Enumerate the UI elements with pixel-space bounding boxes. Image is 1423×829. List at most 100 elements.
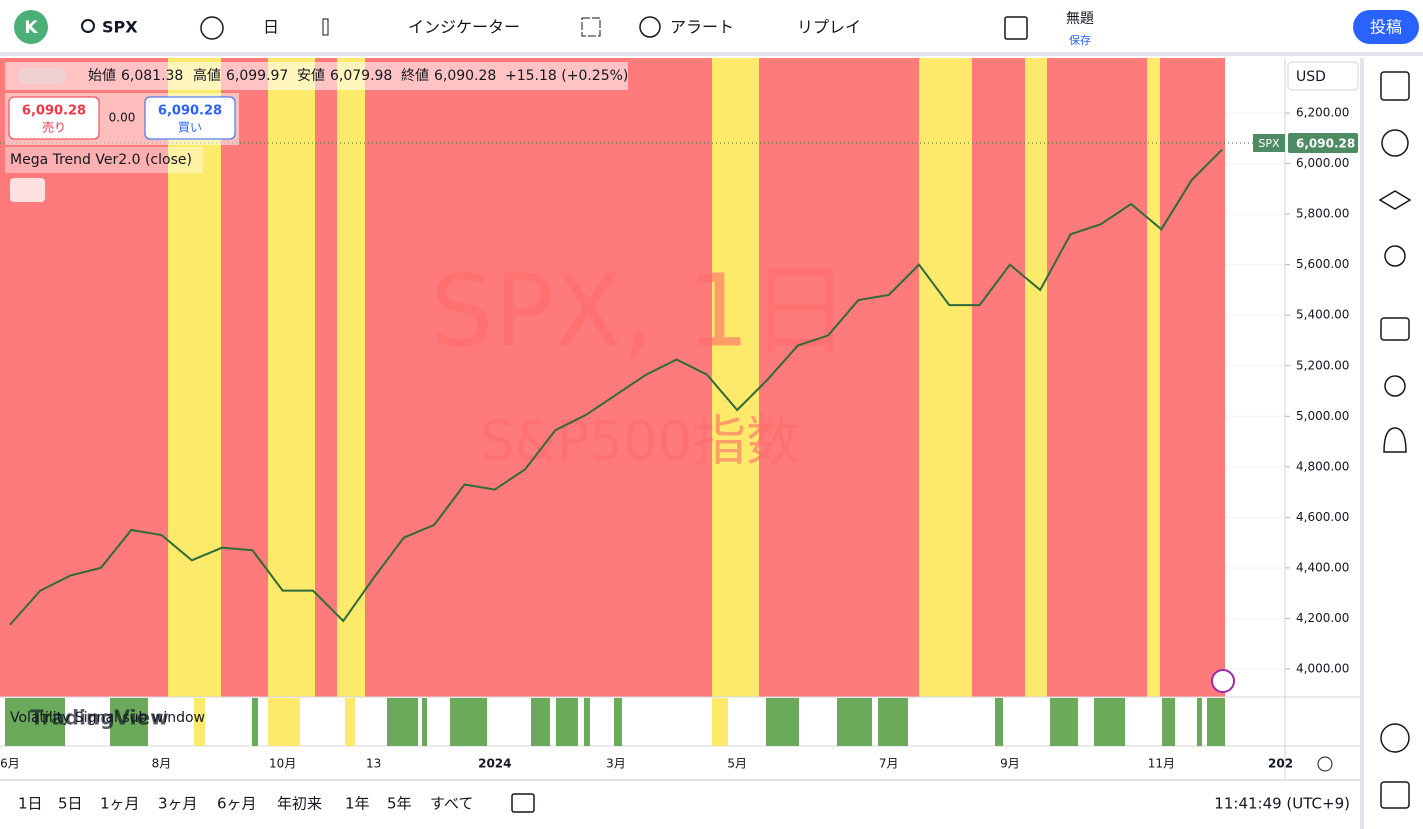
range-btn[interactable]: 1ヶ月 bbox=[100, 795, 140, 813]
range-btn[interactable]: 1年 bbox=[345, 795, 370, 813]
range-btn[interactable]: 年初来 bbox=[277, 795, 322, 813]
legend-label: 始値 bbox=[88, 68, 116, 84]
calendar-icon[interactable] bbox=[1380, 781, 1410, 809]
last-price-tag bbox=[1253, 134, 1285, 152]
x-tick-label: 7月 bbox=[879, 757, 899, 771]
sub-green bbox=[110, 698, 148, 746]
sub-green bbox=[1050, 698, 1078, 746]
avatar-letter: K bbox=[24, 18, 38, 38]
alert-icon[interactable] bbox=[639, 16, 661, 38]
y-tick-label: 4,800.00 bbox=[1296, 459, 1349, 473]
y-tick-label: 6,000.00 bbox=[1296, 156, 1349, 170]
buy-price: 6,090.28 bbox=[158, 104, 222, 119]
range-btn[interactable]: 6ヶ月 bbox=[217, 795, 257, 813]
sub-yellow bbox=[268, 698, 300, 746]
sub-green bbox=[531, 698, 550, 746]
templates[interactable] bbox=[581, 17, 601, 37]
range-btn[interactable]: 3ヶ月 bbox=[158, 795, 198, 813]
x-tick-label: 13 bbox=[366, 757, 381, 771]
chat-icon[interactable] bbox=[1380, 317, 1410, 341]
range-btn[interactable]: 5年 bbox=[387, 795, 412, 813]
zone-yellow bbox=[268, 58, 315, 697]
last-price-symbol: SPX bbox=[1258, 137, 1280, 150]
x-tick-label: 10月 bbox=[269, 757, 296, 771]
watermark: SPX, 1日 bbox=[430, 252, 849, 369]
layers-icon[interactable] bbox=[1378, 190, 1412, 210]
symbol[interactable]: SPX bbox=[102, 18, 138, 37]
sub-green bbox=[766, 698, 799, 746]
interval[interactable]: 日 bbox=[263, 18, 279, 37]
range-btn[interactable]: 1日 bbox=[18, 795, 43, 813]
x-tick-label: 11月 bbox=[1148, 757, 1175, 771]
indicator-name: Mega Trend Ver2.0 (close) bbox=[10, 152, 192, 168]
sub-green bbox=[584, 698, 590, 746]
indicators[interactable]: インジケーター bbox=[408, 18, 520, 37]
zone-yellow bbox=[712, 58, 759, 697]
ideas-icon[interactable] bbox=[1384, 245, 1406, 267]
legend-toggle[interactable] bbox=[18, 68, 66, 84]
x-tick-label: 9月 bbox=[1000, 757, 1020, 771]
y-tick-label: 6,200.00 bbox=[1296, 106, 1349, 120]
add-symbol[interactable] bbox=[200, 16, 224, 40]
sub-green bbox=[422, 698, 427, 746]
layout-icon[interactable] bbox=[1004, 16, 1028, 40]
layout-name[interactable]: 無題 bbox=[1066, 11, 1094, 27]
alerts-icon[interactable] bbox=[1381, 129, 1409, 157]
alert[interactable]: アラート bbox=[670, 18, 734, 37]
spread: 0.00 bbox=[109, 111, 136, 125]
flash-icon[interactable] bbox=[1211, 669, 1235, 693]
price-line bbox=[9, 149, 1223, 626]
y-tick-label: 4,200.00 bbox=[1296, 611, 1349, 625]
range-btn[interactable]: 5日 bbox=[58, 795, 83, 813]
collapse-btn[interactable] bbox=[10, 178, 45, 202]
sell-price: 6,090.28 bbox=[22, 104, 86, 119]
zone-yellow bbox=[168, 58, 221, 697]
legend-value: 6,099.97 bbox=[226, 68, 288, 84]
stream-icon[interactable] bbox=[1384, 375, 1406, 397]
y-tick-label: 4,000.00 bbox=[1296, 661, 1349, 675]
chart-type[interactable] bbox=[322, 18, 329, 36]
sub-green bbox=[387, 698, 418, 746]
sub-green bbox=[837, 698, 872, 746]
save[interactable]: 保存 bbox=[1069, 33, 1091, 47]
buy-label: 買い bbox=[178, 121, 202, 135]
brand: TradingView bbox=[30, 706, 169, 730]
y-tick-label: 5,000.00 bbox=[1296, 409, 1349, 423]
sell-label: 売り bbox=[42, 120, 66, 135]
chart-area: SPX, 1日 S&P500指数 bbox=[0, 58, 1285, 697]
watchlist-icon[interactable] bbox=[1380, 71, 1410, 101]
last-price-box bbox=[1288, 133, 1358, 153]
search-icon[interactable] bbox=[81, 19, 95, 33]
sub-yellow bbox=[194, 698, 205, 746]
hotlist-icon[interactable] bbox=[1380, 723, 1410, 753]
time-label: 202 bbox=[1268, 757, 1293, 771]
publish-btn[interactable] bbox=[1353, 10, 1419, 44]
buy-btn[interactable] bbox=[144, 96, 236, 140]
zone-yellow bbox=[1025, 58, 1047, 697]
replay[interactable]: リプレイ bbox=[797, 18, 861, 37]
range-btn[interactable]: すべて bbox=[430, 795, 473, 813]
publish: 投稿 bbox=[1370, 18, 1402, 37]
sub-green bbox=[252, 698, 258, 746]
x-tick-label: 3月 bbox=[606, 757, 626, 771]
settings-icon[interactable] bbox=[1317, 756, 1333, 772]
x-tick-label: 5月 bbox=[727, 757, 747, 771]
y-tick-label: 5,800.00 bbox=[1296, 207, 1349, 221]
clock: 11:41:49 (UTC+9) bbox=[1214, 795, 1350, 813]
sub-yellow bbox=[345, 698, 355, 746]
date-range-icon[interactable] bbox=[511, 793, 535, 813]
indicator-bg bbox=[5, 147, 203, 173]
sub-green bbox=[878, 698, 908, 746]
avatar[interactable] bbox=[14, 10, 48, 44]
legend-value: 6,081.38 bbox=[121, 68, 183, 84]
sell-btn[interactable] bbox=[8, 96, 100, 140]
watermark: S&P500指数 bbox=[480, 410, 800, 473]
legend-value: 6,079.98 bbox=[330, 68, 392, 84]
y-tick-label: 5,200.00 bbox=[1296, 358, 1349, 372]
currency-box[interactable] bbox=[1287, 61, 1359, 91]
x-tick-label: 6月 bbox=[0, 757, 20, 771]
zone-yellow bbox=[337, 58, 365, 697]
notify-icon[interactable] bbox=[1383, 427, 1407, 453]
